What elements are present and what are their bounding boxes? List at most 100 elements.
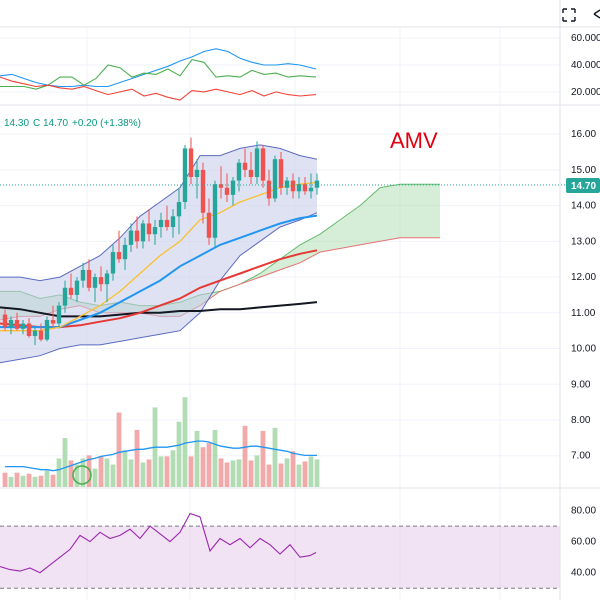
rsi-tick-label: 80.00 <box>571 506 596 517</box>
volume-bar <box>236 459 242 487</box>
volume-bar <box>158 456 164 487</box>
volume-bar <box>116 412 122 487</box>
rsi-tick-label: 40.00 <box>571 568 596 579</box>
candle-body <box>308 187 314 192</box>
volume-bar <box>206 443 212 487</box>
volume-bar <box>260 430 266 487</box>
candle-body <box>266 180 272 199</box>
candle-body <box>272 159 278 199</box>
volume-bar <box>278 463 284 487</box>
volume-bar <box>2 472 8 487</box>
ichimoku-cloud-segment <box>320 219 340 253</box>
volume-bar <box>62 438 68 487</box>
volume-bar <box>122 450 128 487</box>
price-tick-label: 15.00 <box>571 165 596 176</box>
candle-body <box>86 269 92 288</box>
candle-body <box>38 330 44 340</box>
candle-body <box>206 212 212 238</box>
candle-body <box>68 287 74 295</box>
candle-body <box>80 269 86 281</box>
candle-body <box>134 230 140 242</box>
volume-bar <box>314 459 320 487</box>
volume-bar <box>134 429 140 487</box>
price-tick-label: 9.00 <box>571 379 591 390</box>
osc-tick-label: 20.000 <box>571 87 600 98</box>
volume-bar <box>128 459 134 487</box>
volume-bar <box>272 427 278 487</box>
volume-bar <box>110 464 116 487</box>
volume-bar <box>224 462 230 487</box>
top-oscillator-panel <box>0 37 560 101</box>
price-panel <box>0 133 560 457</box>
volume-ma-line <box>5 440 317 472</box>
candle-body <box>62 287 68 306</box>
price-axis: 16.00 15.00 14.00 13.00 12.00 11.00 10.00 9.00 8… <box>571 129 596 462</box>
candle-body <box>26 323 32 337</box>
candle-body <box>122 244 128 260</box>
volume-bar <box>92 468 98 487</box>
volume-bar <box>200 447 206 487</box>
volume-bar <box>284 458 290 487</box>
candle-body <box>116 252 122 260</box>
candle-body <box>140 223 146 242</box>
candle-body <box>92 277 98 288</box>
bollinger-band-fill <box>0 144 317 363</box>
volume-bar <box>140 462 146 487</box>
volume-bar <box>20 475 26 487</box>
candle-body <box>230 180 236 195</box>
volume-bar <box>50 474 56 487</box>
candle-body <box>242 162 248 170</box>
volume-bar <box>218 458 224 487</box>
volume-bar <box>212 429 218 487</box>
volume-bar <box>98 456 104 487</box>
volume-bar <box>56 458 62 487</box>
volume-bar <box>308 456 314 487</box>
fullscreen-icon[interactable] <box>555 4 583 26</box>
volume-highlight-circle <box>72 465 92 485</box>
volume-bar <box>296 464 302 487</box>
candle-body <box>32 330 38 337</box>
candle-body <box>44 319 50 340</box>
volume-bar <box>80 458 86 487</box>
ma-fast-line <box>0 181 318 332</box>
ichimoku-cloud-segment <box>380 184 400 242</box>
candle-body <box>128 230 134 245</box>
volume-bar <box>242 425 248 487</box>
candle-body <box>20 323 26 329</box>
volume-bar <box>68 460 74 487</box>
candle-body <box>176 202 182 217</box>
share-icon[interactable] <box>593 9 600 19</box>
osc-tick-label: 60.000 <box>571 33 600 44</box>
candle-body <box>146 223 152 235</box>
volume-bar <box>38 475 44 487</box>
volume-bar <box>302 461 308 487</box>
candle-body <box>158 219 164 228</box>
volume-bar <box>182 397 188 487</box>
candle-body <box>236 162 242 181</box>
rsi-band-fill <box>0 526 560 589</box>
candle-body <box>248 169 254 178</box>
volume-bar <box>164 456 170 487</box>
candle-body <box>200 169 206 213</box>
osc-series-line-1 <box>0 48 317 88</box>
price-tick-label: 16.00 <box>571 129 596 140</box>
volume-bar <box>26 473 32 487</box>
ma-blue-line <box>0 214 318 329</box>
osc-tick-label: 40.000 <box>571 60 600 71</box>
osc-series-line-2 <box>0 58 317 90</box>
candle-body <box>278 159 284 188</box>
price-tick-label: 8.00 <box>571 415 591 426</box>
rsi-tick-label: 60.00 <box>571 537 596 548</box>
volume-panel <box>2 397 320 487</box>
candle-body <box>290 180 296 192</box>
price-tick-label: 12.00 <box>571 272 596 283</box>
volume-bar <box>74 464 80 487</box>
top-oscillator-axis: 60.000 40.000 20.000 <box>571 33 600 98</box>
candle-body <box>212 184 218 238</box>
rsi-line <box>0 512 317 574</box>
volume-bar <box>14 472 20 487</box>
candle-body <box>56 305 62 324</box>
ohlc-close-value: C 14.70 <box>33 118 68 129</box>
